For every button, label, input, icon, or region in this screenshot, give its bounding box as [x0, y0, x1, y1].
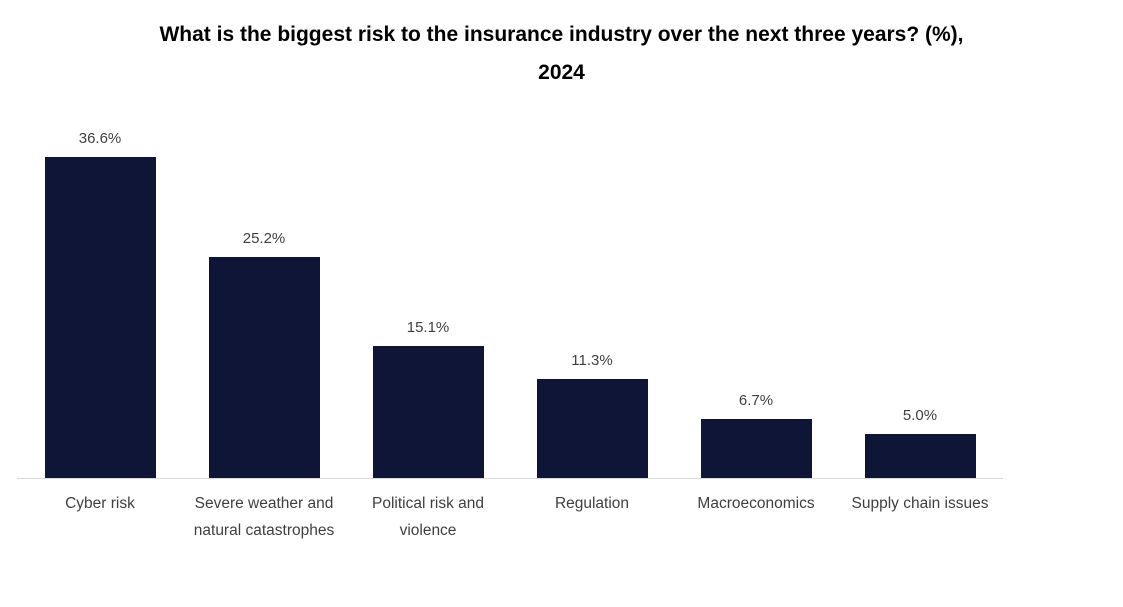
chart-title: What is the biggest risk to the insuranc…: [159, 23, 964, 84]
bar: [536, 379, 648, 478]
bar-group: 36.6%: [44, 131, 156, 478]
bar-group: 25.2%: [208, 231, 320, 478]
bar-group: 5.0%: [864, 408, 976, 478]
value-label: 11.3%: [571, 352, 613, 369]
bar-chart: What is the biggest risk to the insuranc…: [0, 16, 1123, 539]
bar: [864, 434, 976, 478]
plot-area: 36.6% Cyber risk 25.2% Severe weather and n…: [17, 116, 1003, 539]
bar: [208, 257, 320, 478]
value-label: 36.6%: [78, 130, 122, 147]
bar: [700, 419, 812, 478]
category-label: Cyber risk: [65, 495, 135, 512]
category-label: Regulation: [554, 495, 630, 512]
bar: [372, 346, 484, 478]
category-label: Severe weather and natural catastrophes: [193, 495, 335, 539]
value-label: 25.2%: [242, 230, 286, 247]
value-label: 5.0%: [902, 407, 938, 424]
bar-group: 11.3%: [536, 353, 648, 478]
value-label: 6.7%: [738, 392, 774, 409]
bar-group: 15.1%: [372, 320, 484, 478]
bar-group: 6.7%: [700, 393, 812, 478]
category-label: Macroeconomics: [697, 495, 815, 512]
category-label: Supply chain issues: [851, 495, 989, 512]
bar: [44, 157, 156, 478]
category-label: Political risk and violence: [372, 495, 484, 539]
value-label: 15.1%: [406, 319, 450, 336]
